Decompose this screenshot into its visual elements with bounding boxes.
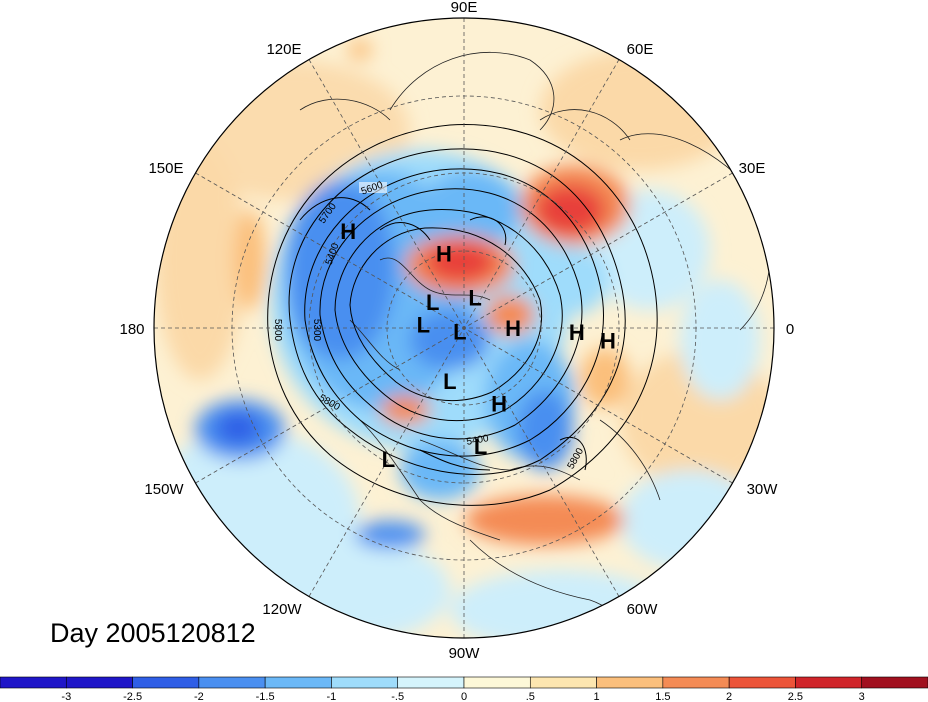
colorbar-swatch xyxy=(0,676,67,689)
colorbar-swatch xyxy=(331,676,399,689)
high-center-label: H xyxy=(569,320,585,345)
high-center-label: H xyxy=(600,329,616,354)
lon-label-150e: 150E xyxy=(148,160,183,177)
colorbar-tick-label: 3 xyxy=(859,691,865,702)
polar-map: 90E 60E 30E 0 30W 60W 90W 120W 150W 180 … xyxy=(119,0,794,662)
lon-label-180: 180 xyxy=(119,321,144,338)
lon-label-30w: 30W xyxy=(747,481,779,498)
lon-label-60e: 60E xyxy=(627,41,654,58)
map-title: Day 2005120812 xyxy=(50,618,256,648)
colorbar-swatch xyxy=(795,676,863,689)
colorbar-swatch xyxy=(132,676,200,689)
contour-label: 5800 xyxy=(272,319,283,342)
high-center-label: H xyxy=(505,316,521,341)
colorbar-tick-label: -2.5 xyxy=(123,691,142,702)
colorbar-swatch xyxy=(861,676,928,689)
lon-label-120e: 120E xyxy=(266,41,301,58)
graticule xyxy=(154,18,774,638)
high-center-label: H xyxy=(436,241,452,266)
lon-label-90w: 90W xyxy=(449,645,481,662)
low-center-label: L xyxy=(417,312,430,337)
colorbar: -3 -2.5 -2 -1.5 -1 -.5 0 .5 1 1.5 2 2.5 3 xyxy=(0,676,928,702)
lon-label-30e: 30E xyxy=(739,160,766,177)
colorbar-tick-label: 1 xyxy=(594,691,600,702)
colorbar-swatch xyxy=(463,676,531,689)
low-center-label: L xyxy=(453,320,466,345)
low-center-label: L xyxy=(443,369,456,394)
colorbar-tick-label: 1.5 xyxy=(655,691,670,702)
colorbar-tick-label: .5 xyxy=(526,691,535,702)
contour-label: 5300 xyxy=(311,319,322,342)
longitude-labels: 90E 60E 30E 0 30W 60W 90W 120W 150W 180 … xyxy=(119,0,794,662)
colorbar-tick-label: -1 xyxy=(327,691,337,702)
colorbar-tick-label: -2 xyxy=(194,691,204,702)
height-contours xyxy=(267,124,658,506)
lon-label-60w: 60W xyxy=(627,601,659,618)
colorbar-swatch xyxy=(198,676,266,689)
colorbar-tick-label: 0 xyxy=(461,691,467,702)
colorbar-swatch xyxy=(529,676,597,689)
colorbar-swatch xyxy=(596,676,664,689)
contour-label: 5400 xyxy=(466,433,490,448)
colorbar-swatch xyxy=(728,676,796,689)
low-center-label: L xyxy=(474,434,487,459)
colorbar-swatch xyxy=(65,676,133,689)
lon-label-90e: 90E xyxy=(451,0,478,16)
high-center-label: H xyxy=(340,219,356,244)
low-center-label: L xyxy=(468,285,481,310)
colorbar-tick-label: -.5 xyxy=(391,691,404,702)
low-center-label: L xyxy=(426,290,439,315)
lon-label-0: 0 xyxy=(786,321,794,338)
colorbar-tick-label: 2.5 xyxy=(788,691,803,702)
colorbar-swatch xyxy=(662,676,730,689)
map-boundary xyxy=(153,17,775,639)
colorbar-tick-label: -3 xyxy=(61,691,71,702)
high-center-label: H xyxy=(491,391,507,416)
colorbar-tick-label: -1.5 xyxy=(256,691,275,702)
lon-label-150w: 150W xyxy=(144,481,184,498)
colorbar-swatch xyxy=(397,676,465,689)
colorbar-tick-label: 2 xyxy=(726,691,732,702)
low-center-label: L xyxy=(382,447,395,472)
colorbar-swatch xyxy=(264,676,332,689)
lon-label-120w: 120W xyxy=(262,601,302,618)
